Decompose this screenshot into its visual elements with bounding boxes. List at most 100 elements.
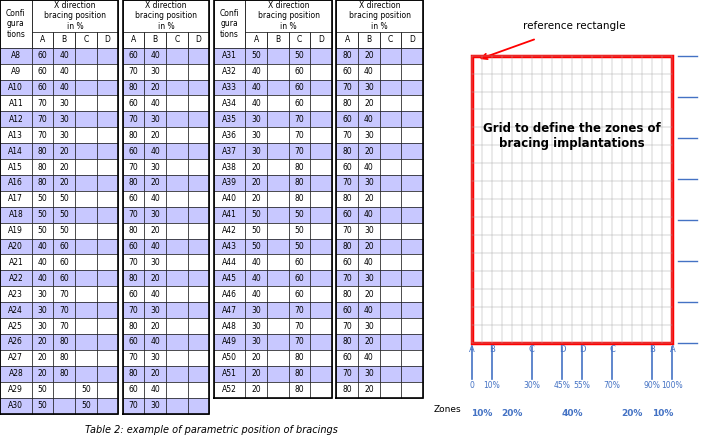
- Bar: [166, 239, 188, 254]
- Bar: [123, 191, 145, 207]
- Bar: [123, 223, 145, 239]
- Bar: [123, 318, 145, 334]
- Text: 80: 80: [129, 178, 138, 187]
- Bar: [75, 271, 97, 286]
- Bar: [32, 271, 54, 286]
- Bar: [289, 143, 310, 159]
- Bar: [97, 159, 118, 175]
- Text: 70: 70: [295, 146, 305, 156]
- Text: 60: 60: [59, 258, 69, 267]
- Text: 40: 40: [150, 51, 160, 60]
- Text: 80: 80: [343, 194, 352, 203]
- Text: 70: 70: [295, 337, 305, 347]
- Bar: [75, 239, 97, 254]
- Bar: [214, 111, 245, 127]
- Text: 80: 80: [37, 178, 47, 187]
- Text: 70: 70: [129, 67, 138, 76]
- Bar: [97, 271, 118, 286]
- Bar: [75, 223, 97, 239]
- Bar: [310, 48, 332, 64]
- Text: A30: A30: [8, 401, 23, 410]
- Bar: [336, 366, 358, 382]
- Bar: [123, 366, 145, 382]
- Text: 60: 60: [295, 83, 305, 92]
- Bar: [166, 175, 188, 191]
- Bar: [145, 111, 166, 127]
- Bar: [188, 32, 209, 48]
- Bar: [123, 207, 145, 223]
- Text: 80: 80: [129, 226, 138, 235]
- Text: 50: 50: [295, 242, 305, 251]
- Text: A18: A18: [8, 210, 23, 219]
- Bar: [0, 95, 32, 111]
- Bar: [380, 191, 401, 207]
- Bar: [380, 223, 401, 239]
- Text: 60: 60: [343, 258, 352, 267]
- Bar: [267, 143, 289, 159]
- Text: 30: 30: [252, 131, 261, 140]
- Bar: [188, 398, 209, 413]
- Bar: [401, 64, 423, 80]
- Bar: [401, 175, 423, 191]
- Bar: [0, 207, 32, 223]
- Bar: [97, 80, 118, 95]
- Bar: [188, 382, 209, 398]
- Bar: [97, 302, 118, 318]
- Bar: [289, 366, 310, 382]
- Text: 50: 50: [37, 194, 47, 203]
- Bar: [188, 175, 209, 191]
- Bar: [336, 143, 358, 159]
- Bar: [54, 271, 75, 286]
- Bar: [245, 159, 267, 175]
- Text: 20: 20: [364, 146, 374, 156]
- Bar: [0, 127, 32, 143]
- Bar: [54, 223, 75, 239]
- Bar: [267, 223, 289, 239]
- Text: 80: 80: [343, 290, 352, 299]
- Bar: [214, 143, 245, 159]
- Bar: [188, 48, 209, 64]
- Bar: [245, 382, 267, 398]
- Text: 70: 70: [129, 258, 138, 267]
- Bar: [289, 175, 310, 191]
- Bar: [336, 334, 358, 350]
- Text: C: C: [609, 345, 615, 354]
- Bar: [358, 64, 380, 80]
- Bar: [401, 48, 423, 64]
- Bar: [214, 271, 245, 286]
- Text: 60: 60: [343, 163, 352, 171]
- Text: 80: 80: [129, 274, 138, 283]
- Bar: [0, 111, 32, 127]
- Bar: [75, 286, 97, 302]
- Text: 70: 70: [343, 322, 352, 330]
- Text: 70: 70: [37, 115, 47, 124]
- Text: Zones: Zones: [434, 405, 461, 414]
- Text: 40: 40: [150, 146, 160, 156]
- Bar: [145, 175, 166, 191]
- Bar: [188, 302, 209, 318]
- Text: 20: 20: [364, 290, 374, 299]
- Text: B: B: [367, 35, 372, 44]
- Bar: [32, 223, 54, 239]
- Bar: [123, 95, 145, 111]
- Bar: [245, 271, 267, 286]
- Bar: [145, 159, 166, 175]
- Text: 30: 30: [252, 146, 261, 156]
- Bar: [145, 302, 166, 318]
- Bar: [401, 271, 423, 286]
- Bar: [54, 254, 75, 271]
- Bar: [166, 191, 188, 207]
- Text: A13: A13: [8, 131, 23, 140]
- Bar: [188, 366, 209, 382]
- Bar: [289, 286, 310, 302]
- Bar: [267, 254, 289, 271]
- Text: 70: 70: [295, 305, 305, 315]
- Bar: [123, 64, 145, 80]
- Text: A9: A9: [11, 67, 21, 76]
- Text: 20: 20: [150, 322, 160, 330]
- Bar: [267, 334, 289, 350]
- Bar: [54, 48, 75, 64]
- Bar: [32, 95, 54, 111]
- Bar: [289, 159, 310, 175]
- Text: 20%: 20%: [501, 409, 522, 418]
